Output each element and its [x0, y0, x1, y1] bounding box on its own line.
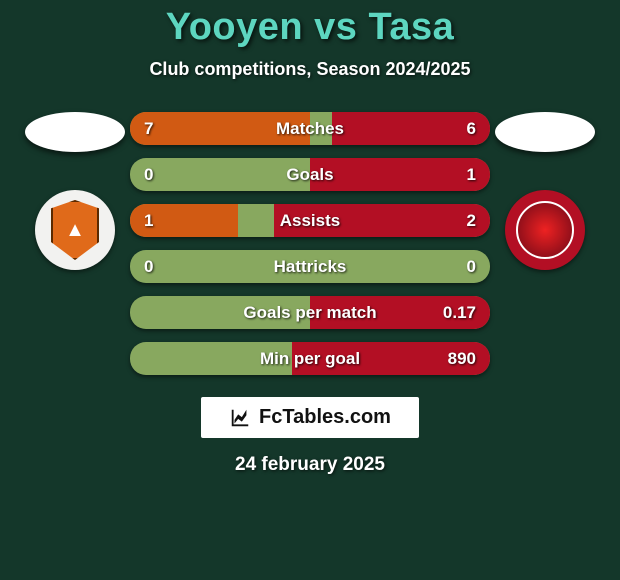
bar-values: 890 — [130, 342, 490, 375]
player-right-column — [490, 112, 600, 270]
stat-left-value: 7 — [144, 119, 153, 139]
shield-glyph: ▲ — [65, 219, 85, 242]
player-left-column: ▲ — [20, 112, 130, 270]
date-text: 24 february 2025 — [235, 454, 385, 476]
bar-values: 00 — [130, 250, 490, 283]
page-title: Yooyen vs Tasa — [166, 6, 455, 49]
content-row: ▲ Matches76Goals01Assists12Hattricks00Go… — [0, 112, 620, 375]
bar-values: 76 — [130, 112, 490, 145]
brand-badge[interactable]: FcTables.com — [201, 397, 419, 438]
stat-row: Goals01 — [130, 158, 490, 191]
brand-text: FcTables.com — [259, 406, 391, 429]
bar-values: 01 — [130, 158, 490, 191]
crest-icon — [516, 201, 574, 259]
stat-left-value: 0 — [144, 257, 153, 277]
stat-row: Goals per match0.17 — [130, 296, 490, 329]
stat-right-value: 1 — [467, 165, 476, 185]
player-right-avatar — [495, 112, 595, 152]
stat-right-value: 2 — [467, 211, 476, 231]
stat-left-value: 1 — [144, 211, 153, 231]
bar-values: 0.17 — [130, 296, 490, 329]
stat-row: Min per goal890 — [130, 342, 490, 375]
team-badge-right — [505, 190, 585, 270]
player-left-avatar — [25, 112, 125, 152]
stat-right-value: 6 — [467, 119, 476, 139]
team-badge-left: ▲ — [35, 190, 115, 270]
shield-icon: ▲ — [51, 200, 99, 260]
subtitle: Club competitions, Season 2024/2025 — [149, 59, 470, 80]
stat-row: Hattricks00 — [130, 250, 490, 283]
stat-right-value: 0.17 — [443, 303, 476, 323]
stat-row: Matches76 — [130, 112, 490, 145]
stat-bars: Matches76Goals01Assists12Hattricks00Goal… — [130, 112, 490, 375]
brand-chart-icon — [229, 407, 251, 429]
stat-left-value: 0 — [144, 165, 153, 185]
comparison-card: Yooyen vs Tasa Club competitions, Season… — [0, 0, 620, 580]
stat-right-value: 0 — [467, 257, 476, 277]
stat-right-value: 890 — [448, 349, 476, 369]
bar-values: 12 — [130, 204, 490, 237]
stat-row: Assists12 — [130, 204, 490, 237]
